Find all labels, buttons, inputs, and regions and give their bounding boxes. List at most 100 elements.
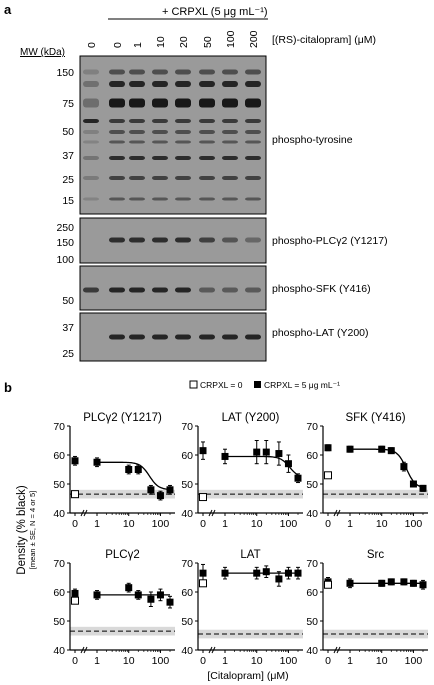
blot-band xyxy=(175,176,191,180)
legend-open-label: CRPXL = 0 xyxy=(200,380,243,390)
blot-band xyxy=(83,69,99,75)
blot-band xyxy=(222,156,238,160)
mw-marker: 100 xyxy=(56,254,74,266)
data-point xyxy=(147,486,155,494)
blot-band xyxy=(109,176,125,180)
plot: 40 50 60 70 0 1 10 100 Src xyxy=(306,549,428,667)
axis-break xyxy=(333,646,338,654)
data-point xyxy=(346,579,354,587)
y-tick-label: 40 xyxy=(181,508,193,520)
blot-band xyxy=(245,334,261,340)
mw-header: MW (kDa) xyxy=(20,47,65,58)
blot-frame xyxy=(79,55,267,215)
x-tick-label: 1 xyxy=(222,655,228,667)
plot: 40 50 60 70 0 1 10 100 PLCγ2 xyxy=(53,549,175,667)
data-point xyxy=(71,589,79,597)
lane-labels: 0 0 1 10 20 50 100 200 xyxy=(86,30,260,48)
blot-band xyxy=(129,81,145,87)
blot-band xyxy=(129,140,145,144)
data-point xyxy=(400,463,408,471)
blot-band xyxy=(199,334,215,340)
fit-curve xyxy=(350,448,424,488)
blot-band xyxy=(152,140,168,144)
blot-band xyxy=(83,130,99,134)
plot-title: LAT (Y200) xyxy=(222,412,280,424)
x-tick-label: 100 xyxy=(280,518,298,530)
data-point xyxy=(387,447,395,455)
blot-band xyxy=(83,176,99,180)
x-tick-label: 0 xyxy=(72,655,78,667)
data-point xyxy=(166,486,174,494)
y-tick-label: 50 xyxy=(306,479,318,491)
blot-band xyxy=(199,81,215,87)
data-point xyxy=(419,484,427,492)
mw-marker: 37 xyxy=(62,150,74,162)
y-tick-label: 60 xyxy=(53,587,65,599)
y-tick-label: 60 xyxy=(53,450,65,462)
x-tick-label: 0 xyxy=(72,518,78,530)
blot-band xyxy=(245,287,261,293)
data-point xyxy=(275,575,283,583)
data-point xyxy=(409,480,417,488)
blot-band xyxy=(109,98,125,108)
axis-break xyxy=(336,509,341,517)
x-tick-label: 0 xyxy=(200,518,206,530)
blot-band xyxy=(175,237,191,243)
x-tick-label: 10 xyxy=(376,518,388,530)
data-point xyxy=(125,584,133,592)
y-tick-label: 50 xyxy=(181,479,193,491)
fit-curve xyxy=(97,461,171,491)
blot-band xyxy=(152,287,168,293)
data-point xyxy=(378,445,386,453)
x-tick-label: 10 xyxy=(123,655,135,667)
blot-band xyxy=(222,287,238,293)
blot-band xyxy=(152,81,168,87)
blot-band xyxy=(245,197,261,201)
blot-band xyxy=(129,176,145,180)
plot: 40 50 60 70 0 1 10 100 SFK (Y416) xyxy=(306,412,428,530)
panel-b-label: b xyxy=(4,380,12,395)
data-point xyxy=(134,591,142,599)
blot-band xyxy=(199,156,215,160)
data-point xyxy=(156,591,164,599)
blot-band xyxy=(129,197,145,201)
blot-frame xyxy=(79,265,267,311)
control-point xyxy=(324,471,332,480)
blot-band xyxy=(83,81,99,87)
data-point xyxy=(284,460,292,468)
data-point xyxy=(253,448,261,456)
x-tick-label: 100 xyxy=(152,518,170,530)
blot-band xyxy=(129,98,145,108)
blot-band xyxy=(199,287,215,293)
data-point xyxy=(346,445,354,453)
blot-band xyxy=(152,98,168,108)
blot-band xyxy=(129,130,145,134)
blot-band xyxy=(199,176,215,180)
y-tick-label: 50 xyxy=(53,479,65,491)
data-point xyxy=(199,447,207,455)
data-point xyxy=(93,591,101,599)
axis-break xyxy=(211,509,216,517)
lane-label: 50 xyxy=(202,36,214,48)
y-tick-label: 60 xyxy=(181,587,193,599)
lane-label: 0 xyxy=(112,42,124,48)
axis-break xyxy=(336,646,341,654)
blot-band xyxy=(109,119,125,123)
legend-filled-label: CRPXL = 5 μg mL⁻¹ xyxy=(264,380,340,390)
blot-band xyxy=(152,197,168,201)
blot-band xyxy=(152,119,168,123)
x-tick-label: 1 xyxy=(347,655,353,667)
axis-break xyxy=(80,509,85,517)
plot: 40 50 60 70 0 1 10 100 LAT (Y200) xyxy=(181,412,303,530)
blot-band xyxy=(245,130,261,134)
mw-marker: 37 xyxy=(62,322,74,334)
blot-band xyxy=(222,334,238,340)
plot: 40 50 60 70 0 1 10 100 LAT xyxy=(181,549,303,667)
x-tick-label: 1 xyxy=(94,518,100,530)
y-tick-label: 70 xyxy=(53,558,65,570)
x-tick-label: 10 xyxy=(251,655,263,667)
blot-band xyxy=(152,130,168,134)
blot-band xyxy=(129,237,145,243)
axis-break xyxy=(80,646,85,654)
x-tick-label: 100 xyxy=(405,655,423,667)
